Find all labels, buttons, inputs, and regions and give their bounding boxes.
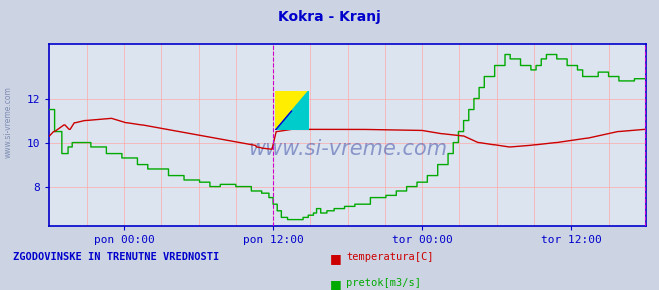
Polygon shape — [275, 91, 308, 130]
Text: ■: ■ — [330, 252, 341, 265]
Text: Kokra - Kranj: Kokra - Kranj — [278, 10, 381, 24]
Text: ZGODOVINSKE IN TRENUTNE VREDNOSTI: ZGODOVINSKE IN TRENUTNE VREDNOSTI — [13, 252, 219, 262]
Polygon shape — [275, 91, 308, 130]
Text: temperatura[C]: temperatura[C] — [346, 252, 434, 262]
Text: ■: ■ — [330, 278, 341, 290]
Polygon shape — [275, 111, 292, 130]
Text: pretok[m3/s]: pretok[m3/s] — [346, 278, 421, 288]
Text: www.si-vreme.com: www.si-vreme.com — [3, 86, 13, 158]
Text: www.si-vreme.com: www.si-vreme.com — [248, 139, 447, 160]
